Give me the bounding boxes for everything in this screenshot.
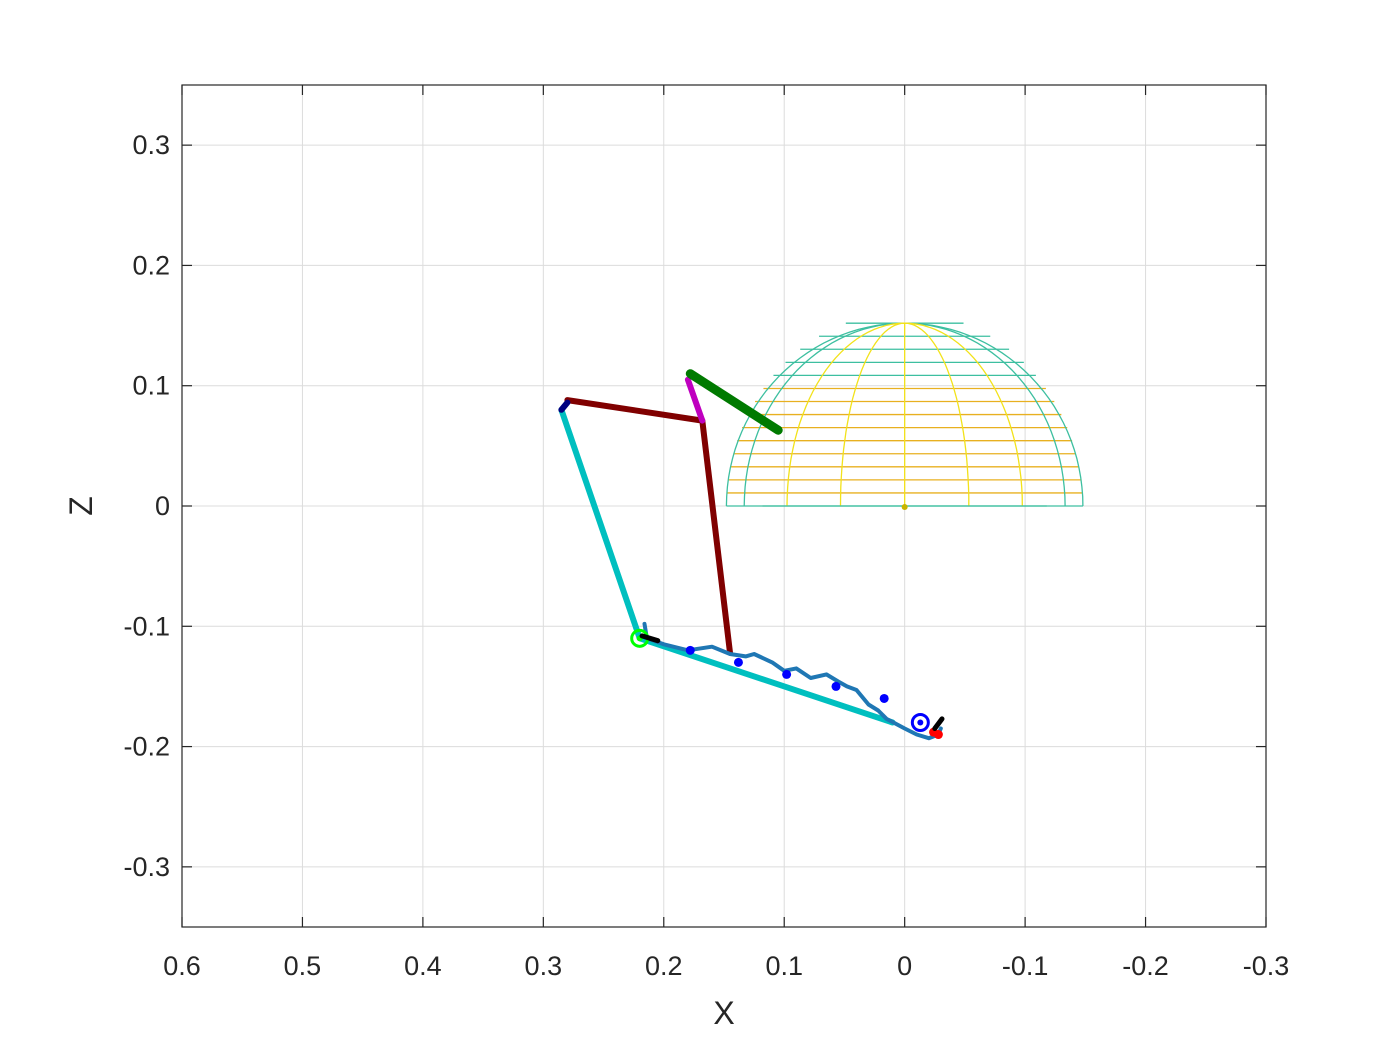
y-tick-label: 0 xyxy=(155,491,170,521)
y-tick-label: -0.2 xyxy=(123,732,170,762)
series-segment-black xyxy=(639,633,661,644)
series-segment-navy xyxy=(558,399,571,413)
x-tick-label: 0.2 xyxy=(645,951,683,981)
ellipsoid-center-marker xyxy=(901,504,908,510)
x-tick-label: -0.3 xyxy=(1243,951,1290,981)
x-tick-label: 0.6 xyxy=(163,951,201,981)
x-tick-label: -0.2 xyxy=(1122,951,1169,981)
ellipsoid-mesh xyxy=(725,322,1084,510)
y-tick-label: 0.1 xyxy=(132,371,170,401)
series-ring-blue_marker xyxy=(910,713,930,733)
y-tick-labels: 0.3 0.2 0.1 0 -0.1 -0.2 -0.3 xyxy=(123,130,170,882)
series-marker-blue_marker xyxy=(782,669,792,679)
y-tick-label: -0.3 xyxy=(123,852,170,882)
x-tick-label: 0.3 xyxy=(525,951,563,981)
x-tick-labels: 0.6 0.5 0.4 0.3 0.2 0.1 0 -0.1 -0.2 -0.3 xyxy=(163,951,1289,981)
series-marker-blue_marker xyxy=(831,681,841,691)
y-tick-label: -0.1 xyxy=(123,611,170,641)
series-segment-black xyxy=(932,716,945,731)
y-tick-label: 0.3 xyxy=(132,130,170,160)
y-axis-label: Z xyxy=(63,496,99,516)
plot-area xyxy=(181,84,1267,928)
series-marker-blue_marker xyxy=(685,645,695,655)
series-ring-center-blue_marker xyxy=(917,719,924,726)
x-tick-label: 0.1 xyxy=(765,951,803,981)
series-marker-blue_marker xyxy=(879,693,889,703)
x-tick-label: 0 xyxy=(897,951,912,981)
y-tick-label: 0.2 xyxy=(132,250,170,280)
series-marker-blue_marker xyxy=(733,657,743,667)
series-marker-red_marker xyxy=(933,730,943,740)
x-axis-label: X xyxy=(713,995,734,1031)
series-segment-magenta xyxy=(684,376,706,424)
x-tick-label: 0.5 xyxy=(284,951,322,981)
x-tick-label: 0.4 xyxy=(404,951,442,981)
series-path-trajectory xyxy=(642,621,943,741)
series-segment-green xyxy=(685,369,783,435)
series-layer xyxy=(558,369,945,741)
x-tick-label: -0.1 xyxy=(1002,951,1049,981)
ticks xyxy=(181,85,1267,927)
